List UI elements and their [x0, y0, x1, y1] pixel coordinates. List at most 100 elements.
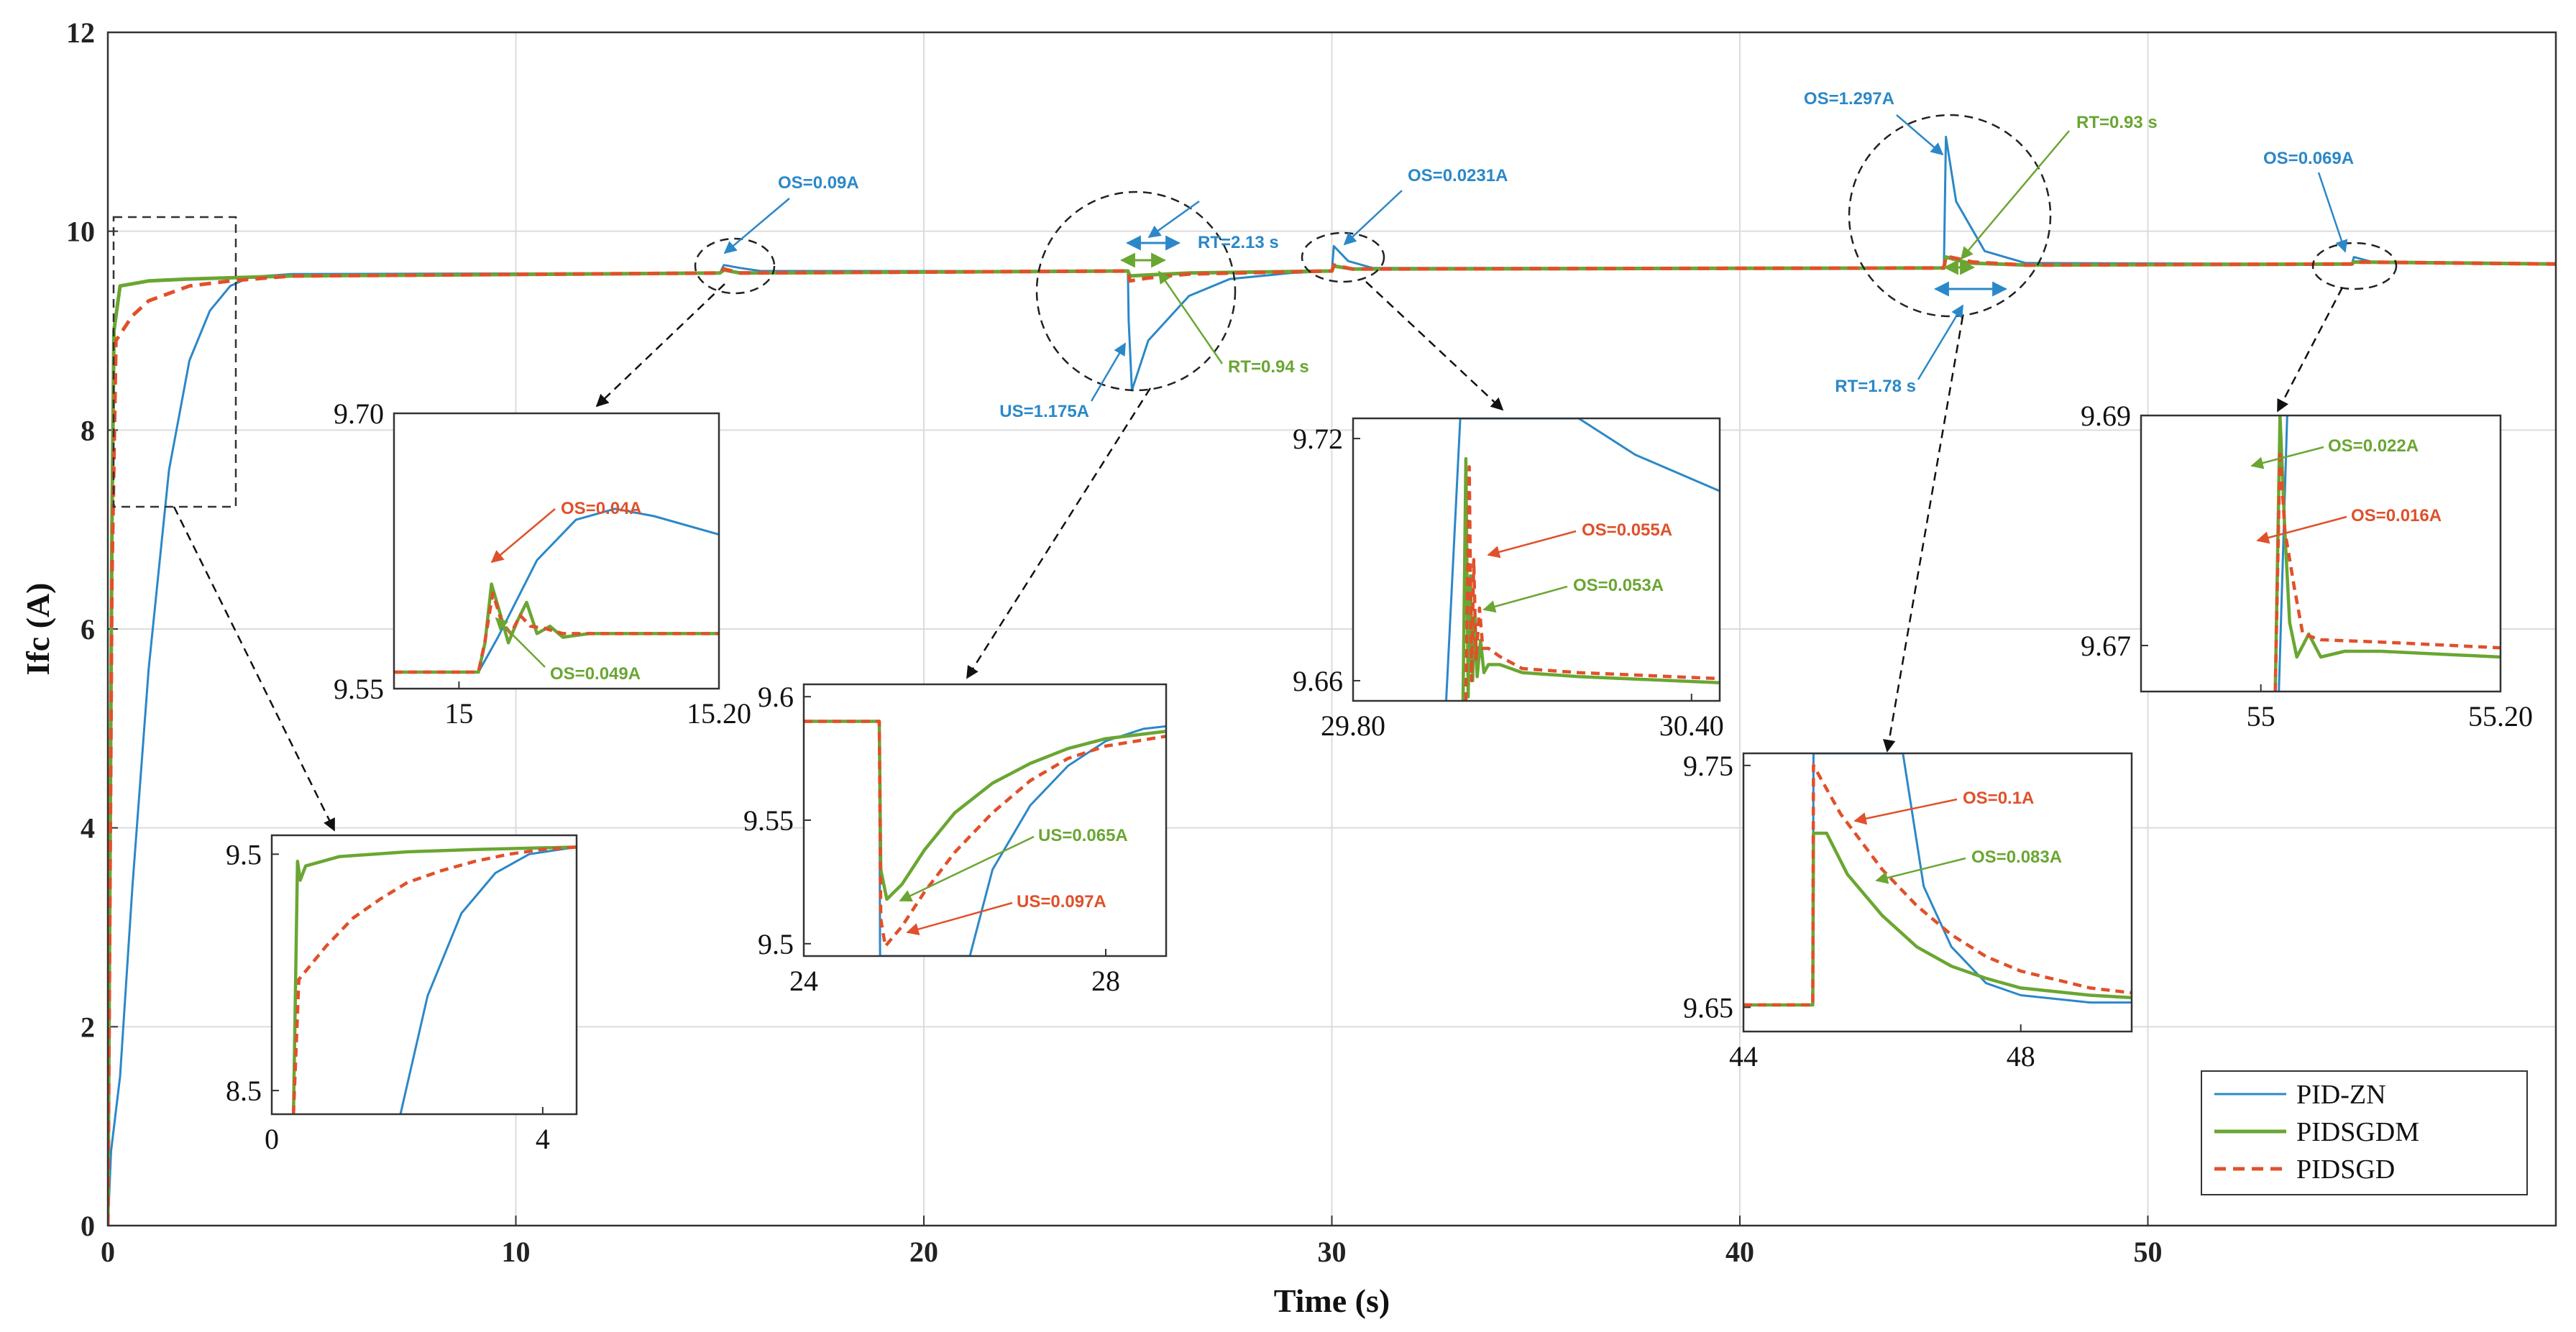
y-tick-label-1: 2: [81, 1011, 95, 1043]
inset5-x-tick-label-0: 44: [1729, 1040, 1758, 1073]
inset5-x-tick-label-1: 48: [2007, 1040, 2035, 1073]
inset4-y-tick-label-1: 9.72: [1293, 423, 1343, 455]
inset3-x-tick-label-1: 28: [1091, 965, 1120, 997]
y-tick-label-0: 0: [81, 1210, 95, 1242]
inset6-y-tick-label-1: 9.69: [2081, 400, 2131, 432]
annotation-6: OS=1.297A: [1804, 89, 1894, 109]
inset5-y-tick-label-0: 9.65: [1683, 991, 1733, 1024]
annotation-2: RT=2.13 s: [1198, 233, 1279, 252]
zoom-ellipse-3: [1301, 231, 1385, 283]
inset3-annotation-arrow-2: [906, 901, 1013, 936]
annotation-arrow-8: [1917, 304, 1964, 380]
annotation-arrow-9: [2317, 172, 2348, 253]
x-axis-label: Time (s): [1274, 1282, 1390, 1319]
inset2-background: [394, 413, 719, 689]
y-tick-label-2: 4: [81, 812, 95, 845]
zoom-link-arrow-5: [1883, 316, 1964, 753]
inset6-frame: [2140, 414, 2502, 693]
inset4-x-tick-label-1: 30.40: [1659, 709, 1724, 742]
inset3-x-tick-label-0: 24: [789, 965, 818, 997]
annotation-7: RT=0.93 s: [2076, 113, 2158, 132]
x-tick-label-1: 10: [502, 1236, 531, 1268]
inset2-y-tick-label-1: 9.70: [334, 398, 384, 430]
inset3-annotation-2: US=0.097A: [1017, 892, 1106, 911]
annotation-9: OS=0.069A: [2263, 149, 2354, 168]
annotation-arrow-5: [1343, 190, 1403, 246]
inset6-series-group: [2273, 415, 2501, 692]
inset6-line-pidsgd: [2273, 448, 2501, 692]
inset4-annotation-arrow-1: [1487, 530, 1577, 559]
inset5-annotation-arrow-2: [1875, 857, 1966, 884]
inset4-y-tick-label-0: 9.66: [1293, 665, 1343, 697]
annotation-arrow-7: [1960, 130, 2070, 260]
inset3-y-tick-label-2: 9.6: [758, 681, 794, 713]
inset2-line-pidsgd: [394, 591, 719, 674]
legend-label-pid-zn: PID-ZN: [2296, 1080, 2386, 1110]
inset5-annotation-1: OS=0.1A: [1963, 789, 2034, 808]
annotation-arrow-2: [1147, 200, 1200, 239]
inset1-frame: [270, 834, 578, 1116]
y-axis-label: Ifc (A): [19, 583, 56, 676]
annotation-1: OS=0.09A: [778, 173, 859, 193]
inset4-annotation-1: OS=0.055A: [1582, 520, 1672, 540]
inset1-series-group: [291, 845, 577, 1114]
inset2-annotation-2: OS=0.049A: [550, 664, 641, 684]
zoom-ellipse-4: [1848, 114, 2052, 318]
inset4-frame: [1352, 417, 1721, 702]
inset6-x-tick-label-0: 55: [2247, 700, 2275, 732]
y-tick-label-4: 8: [81, 414, 95, 446]
zoom-link-arrow-4: [1365, 281, 1504, 411]
zoom-link-arrow-6: [2276, 287, 2344, 413]
zoom-link-arrow-1: [173, 506, 336, 832]
annotation-8: RT=1.78 s: [1835, 377, 1916, 396]
inset4-background: [1353, 418, 1720, 701]
inset1-background: [272, 835, 577, 1114]
inset5-background: [1743, 753, 2132, 1032]
inset4-group: 29.80 30.40 9.66 9.72 OS=0.055A OS=0.053A: [1293, 417, 1724, 742]
annotation-4: RT=0.94 s: [1228, 357, 1309, 377]
inset5-series-group: [1743, 753, 2132, 1007]
inset3-line-pidsgdm: [804, 720, 1166, 901]
inset5-annotation-2: OS=0.083A: [1971, 848, 2062, 867]
y-tick-label-5: 10: [66, 216, 95, 248]
inset2-annotation-arrow-2: [495, 617, 546, 668]
legend-label-pidsgdm: PIDSGDM: [2296, 1117, 2419, 1147]
inset5-group: 44 48 9.65 9.75 OS=0.1A OS=0.083A: [1683, 750, 2133, 1073]
inset3-annotation-arrow-1: [899, 835, 1035, 902]
inset5-y-tick-label-1: 9.75: [1683, 750, 1733, 782]
inset6-y-tick-label-0: 9.67: [2081, 630, 2131, 662]
inset3-y-tick-label-0: 9.5: [758, 928, 794, 960]
inset2-x-tick-label-1: 15.20: [687, 697, 751, 730]
zoom-ellipse-1: [694, 237, 776, 295]
inset6-group: 55 55.20 9.67 9.69 OS=0.022A OS=0.016A: [2081, 400, 2533, 732]
inset2-y-tick-label-0: 9.55: [334, 673, 384, 705]
inset5-line-pidsgdm: [1743, 831, 2132, 1007]
annotation-arrow-3: [1090, 342, 1127, 402]
y-tick-label-6: 12: [66, 17, 95, 49]
inset2-group: 15 15.20 9.55 9.70 OS=0.04A OS=0.049A: [334, 398, 751, 730]
x-tick-label-2: 20: [909, 1236, 938, 1268]
inset1-group: 0 4 8.5 9.5: [226, 834, 578, 1155]
annotation-3: US=1.175A: [999, 402, 1089, 421]
zoom-box-startup: [112, 216, 237, 508]
inset5-frame: [1742, 752, 2133, 1033]
inset6-x-tick-label-1: 55.20: [2468, 700, 2533, 732]
annotation-arrow-6: [1896, 114, 1944, 156]
inset2-frame: [393, 412, 720, 690]
inset3-series-group: [804, 720, 1166, 956]
inset3-line-pidsgd: [804, 720, 1166, 948]
inset6-annotation-arrow-1: [2250, 446, 2324, 469]
zoom-ellipse-5: [2311, 242, 2398, 290]
annotation-5: OS=0.0231A: [1408, 166, 1508, 185]
inset1-x-tick-label-1: 4: [536, 1123, 550, 1155]
inset4-annotation-2: OS=0.053A: [1573, 576, 1664, 595]
inset1-line-pidsgd: [291, 845, 577, 1114]
inset1-x-tick-label-0: 0: [265, 1123, 279, 1155]
inset1-y-tick-label-0: 8.5: [226, 1075, 262, 1107]
legend: PID-ZN PIDSGDM PIDSGD: [2201, 1070, 2528, 1195]
inset2-annotation-arrow-1: [490, 508, 556, 564]
inset4-line-pidsgdm: [1461, 456, 1720, 701]
x-tick-label-4: 40: [1725, 1236, 1754, 1268]
y-tick-label-3: 6: [81, 613, 95, 646]
